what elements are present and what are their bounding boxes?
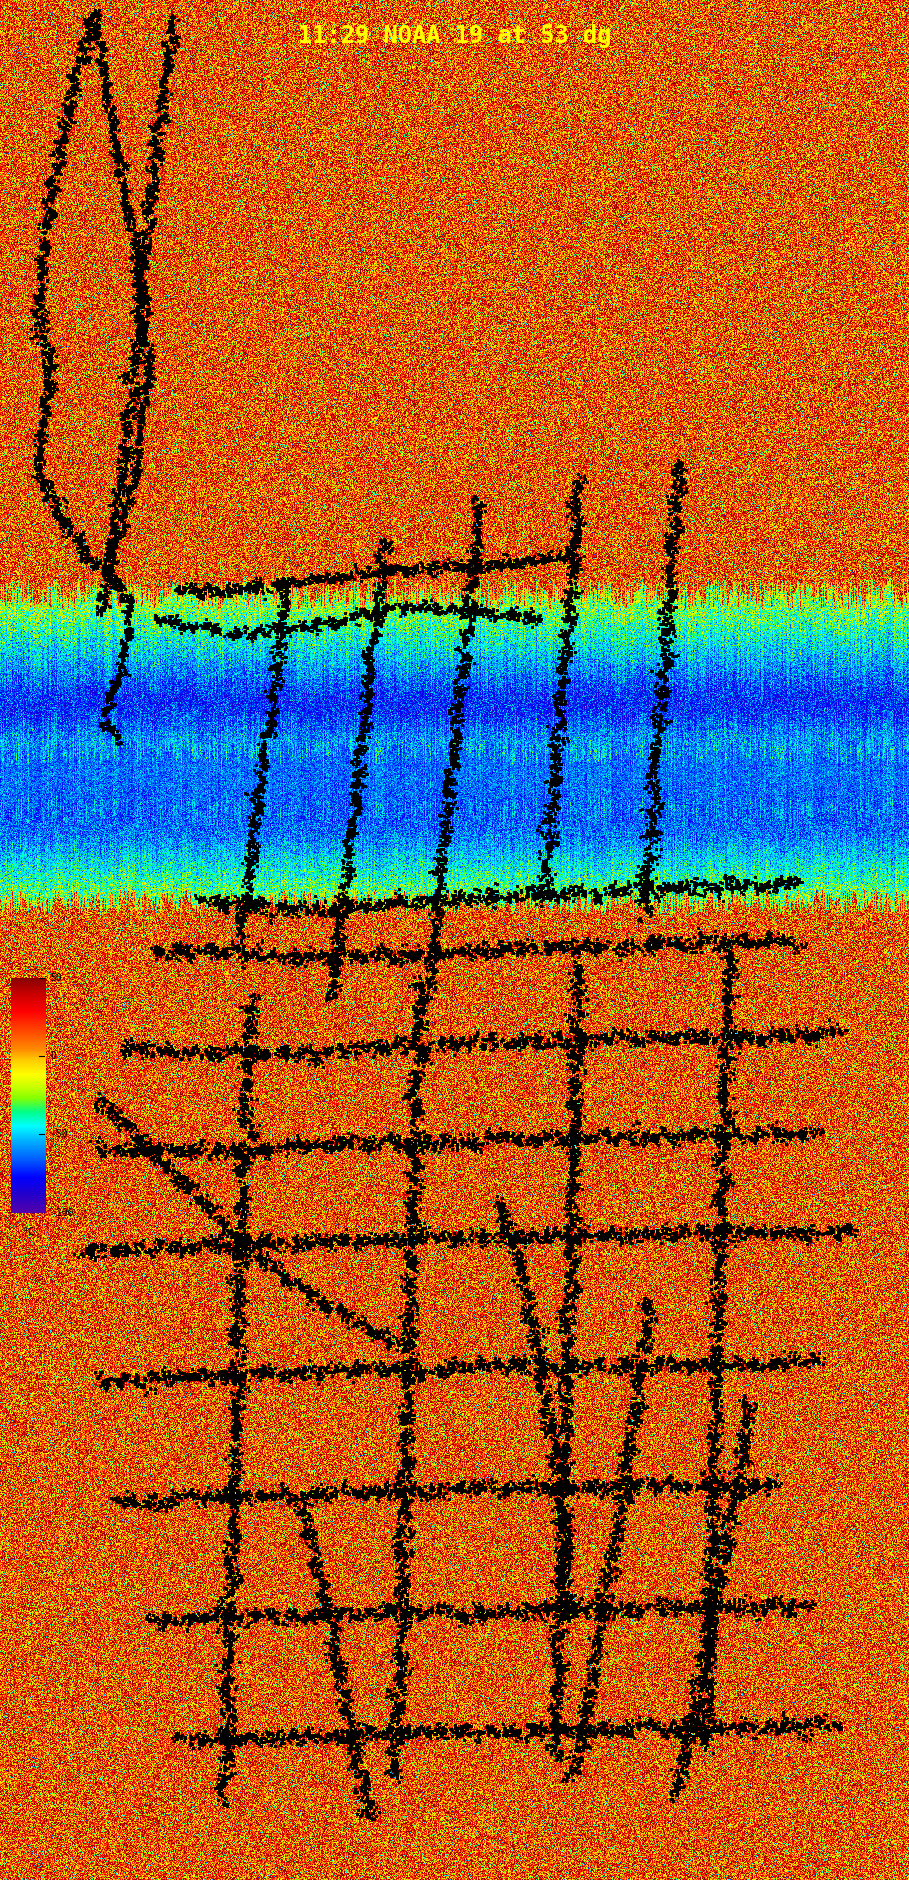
Text: -50: -50 [51,1130,68,1139]
Text: 11:29 NOAA 19 at 53 dg: 11:29 NOAA 19 at 53 dg [298,24,611,49]
Text: °C: °C [22,1228,35,1237]
Text: 0: 0 [51,1051,56,1060]
Text: -100: -100 [51,1207,75,1218]
Text: 50: 50 [51,972,63,983]
